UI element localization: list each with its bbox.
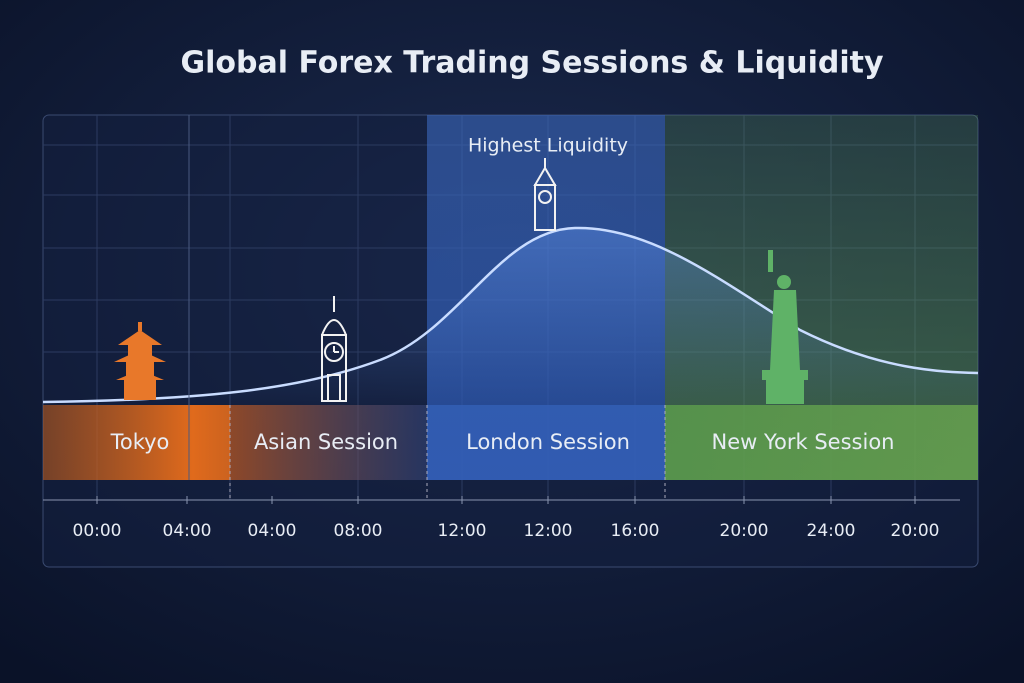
tokyo-band [43,405,230,480]
big-ben-icon [533,158,557,231]
time-label: 12:00 [438,521,487,541]
session-label: New York Session [712,430,895,454]
session-label: Tokyo [110,430,170,454]
annotation: Highest Liquidity [468,135,628,157]
time-label: 04:00 [248,521,297,541]
time-label: 16:00 [611,521,660,541]
session-label: Asian Session [254,430,398,454]
time-label: 00:00 [73,521,122,541]
london-band [427,405,665,480]
new-york-band [665,405,978,480]
time-label: 20:00 [720,521,769,541]
time-label: 20:00 [891,521,940,541]
time-label: 04:00 [163,521,212,541]
labels: Tokyo Asian Session London Session New York… [73,430,940,541]
asian-band [230,405,427,480]
tokyo-icon [114,322,166,400]
session-label: London Session [466,430,630,454]
time-label: 24:00 [807,521,856,541]
title: Global Forex Trading Sessions & Liquidit… [180,46,883,81]
clock-tower-icon [321,296,347,402]
time-label: 08:00 [334,521,383,541]
liquidity-fill [43,227,978,405]
liberty-icon [762,250,808,404]
time-label: 12:00 [524,521,573,541]
